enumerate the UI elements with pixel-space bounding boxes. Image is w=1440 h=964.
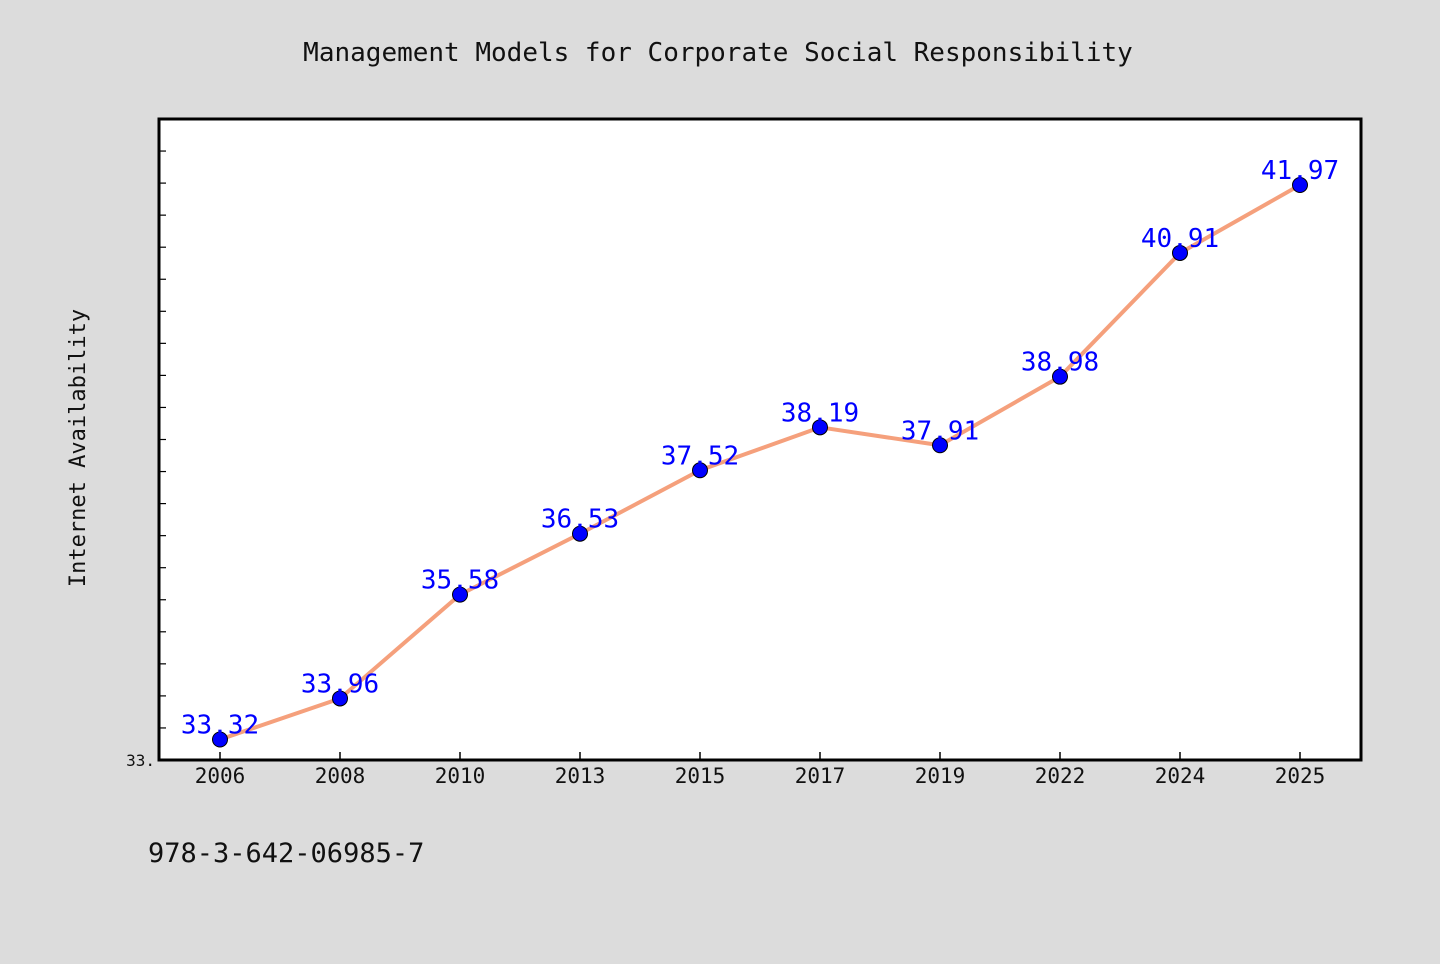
data-point (1052, 368, 1068, 385)
plot-area (157, 117, 1363, 762)
x-tick-label: 2024 (1155, 764, 1206, 788)
isbn-text: 978-3-642-06985-7 (148, 838, 424, 869)
data-point (452, 586, 468, 603)
x-tick-label: 2010 (435, 764, 486, 788)
data-point (692, 462, 708, 479)
x-tick-label: 2008 (315, 764, 366, 788)
x-tick-label: 2006 (195, 764, 246, 788)
data-labels-group: 33.32 33.96 35.58 36.53 37.52 38.19 37.91 38.98… (181, 156, 1339, 740)
data-label: 36.53 (541, 505, 619, 535)
series-line-group (218, 183, 1302, 742)
y-tick-label: 33. (126, 751, 155, 770)
data-label: 33.96 (301, 669, 379, 699)
data-label: 37.91 (901, 416, 979, 446)
series-markers-group (212, 177, 1308, 748)
data-label: 38.19 (781, 398, 859, 428)
data-label: 35.58 (421, 566, 499, 596)
data-label: 37.52 (661, 441, 739, 471)
data-point (212, 731, 228, 748)
x-tick-label: 2022 (1035, 764, 1086, 788)
x-tick-label: 2017 (795, 764, 846, 788)
data-label: 41.97 (1261, 156, 1339, 186)
series-line (218, 183, 1302, 742)
data-label: 38.98 (1021, 348, 1099, 378)
chart-title: Management Models for Corporate Social R… (303, 38, 1133, 68)
data-point (1172, 244, 1188, 261)
y-axis-ticks (159, 118, 166, 761)
y-axis-label: Internet Availability (66, 309, 91, 587)
data-point (332, 690, 348, 707)
data-point (572, 525, 588, 542)
data-label: 40.91 (1141, 224, 1219, 254)
x-tick-label: 2015 (675, 764, 726, 788)
data-point (812, 419, 828, 436)
x-tick-label: 2013 (555, 764, 606, 788)
data-point (1292, 177, 1308, 194)
x-tick-label: 2025 (1275, 764, 1326, 788)
x-axis: 2006 2008 2010 2013 2015 2017 2019 2022 2024 2025 (195, 752, 1326, 788)
data-point (932, 437, 948, 454)
data-label: 33.32 (181, 710, 259, 740)
x-tick-label: 2019 (915, 764, 966, 788)
